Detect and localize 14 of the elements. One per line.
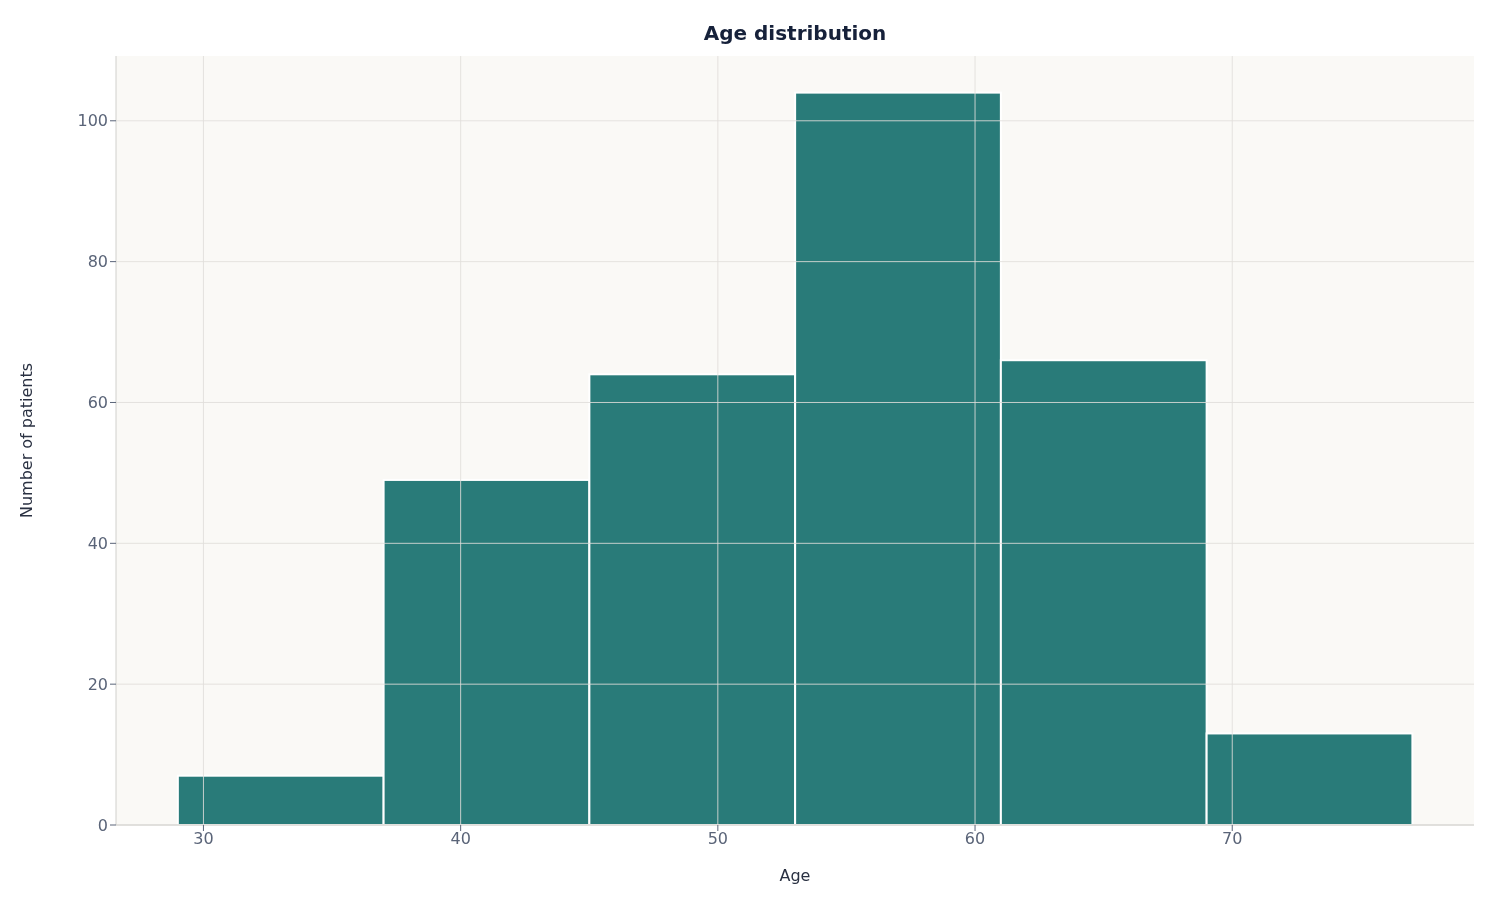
y-tick-label: 40 xyxy=(87,533,108,553)
y-tick-label: 80 xyxy=(87,252,108,272)
y-axis-title: Number of patients xyxy=(16,362,36,519)
x-tick-label: 30 xyxy=(193,829,214,849)
x-tick-label: 60 xyxy=(964,829,986,849)
y-tick-label: 60 xyxy=(87,393,108,413)
x-tick-label: 70 xyxy=(1222,829,1243,849)
y-tick-label: 20 xyxy=(87,674,108,694)
x-tick-label: 50 xyxy=(707,829,729,849)
y-tick-label: 0 xyxy=(97,815,108,835)
y-tick-label: 100 xyxy=(77,111,108,131)
x-tick-label: 40 xyxy=(450,829,471,849)
chart-title: Age distribution xyxy=(703,21,887,45)
x-axis-title: Age xyxy=(779,866,811,885)
